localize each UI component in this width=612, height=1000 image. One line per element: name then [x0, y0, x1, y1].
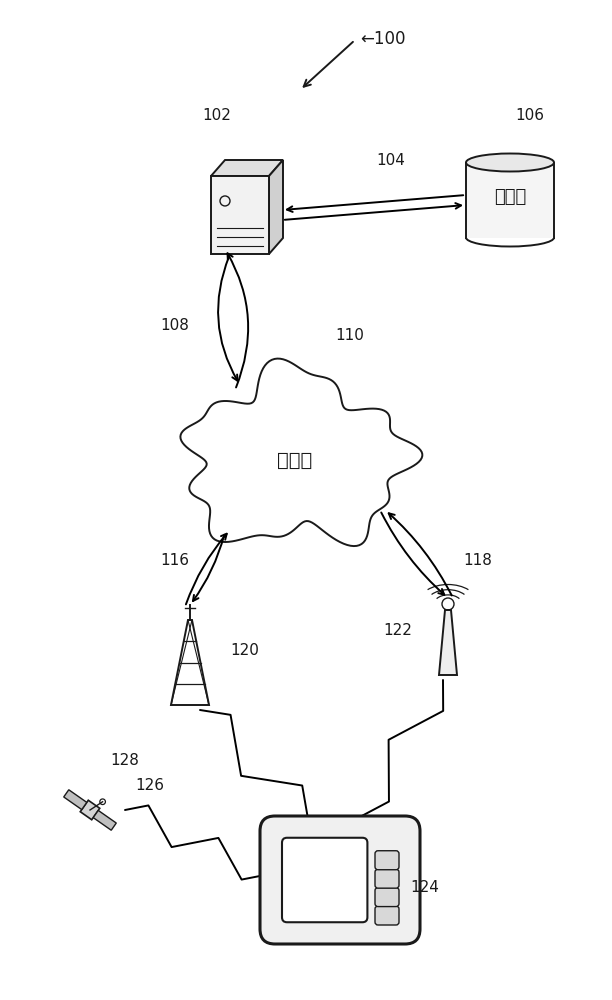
Text: 数据仓: 数据仓	[494, 188, 526, 206]
Ellipse shape	[466, 153, 554, 172]
Text: 106: 106	[515, 108, 544, 123]
Polygon shape	[211, 160, 283, 176]
Polygon shape	[80, 800, 100, 820]
Text: 126: 126	[135, 778, 164, 793]
Text: 118: 118	[463, 553, 492, 568]
Polygon shape	[93, 810, 116, 830]
Text: ←100: ←100	[360, 30, 406, 48]
FancyBboxPatch shape	[375, 888, 399, 907]
Text: 122: 122	[383, 623, 412, 638]
FancyBboxPatch shape	[260, 816, 420, 944]
Text: 128: 128	[110, 753, 139, 768]
Text: 124: 124	[410, 880, 439, 895]
Text: 110: 110	[335, 328, 364, 343]
Polygon shape	[64, 790, 87, 810]
Text: 108: 108	[160, 318, 189, 333]
FancyBboxPatch shape	[375, 906, 399, 925]
FancyBboxPatch shape	[211, 176, 269, 254]
Polygon shape	[269, 160, 283, 254]
FancyBboxPatch shape	[375, 851, 399, 870]
FancyBboxPatch shape	[375, 869, 399, 888]
Text: 102: 102	[202, 108, 231, 123]
FancyBboxPatch shape	[282, 838, 367, 922]
FancyBboxPatch shape	[466, 162, 554, 237]
Text: 因特网: 因特网	[277, 450, 313, 470]
Polygon shape	[181, 359, 422, 546]
Text: 116: 116	[160, 553, 189, 568]
Text: 120: 120	[230, 643, 259, 658]
Text: 104: 104	[376, 153, 405, 168]
Polygon shape	[439, 610, 457, 675]
